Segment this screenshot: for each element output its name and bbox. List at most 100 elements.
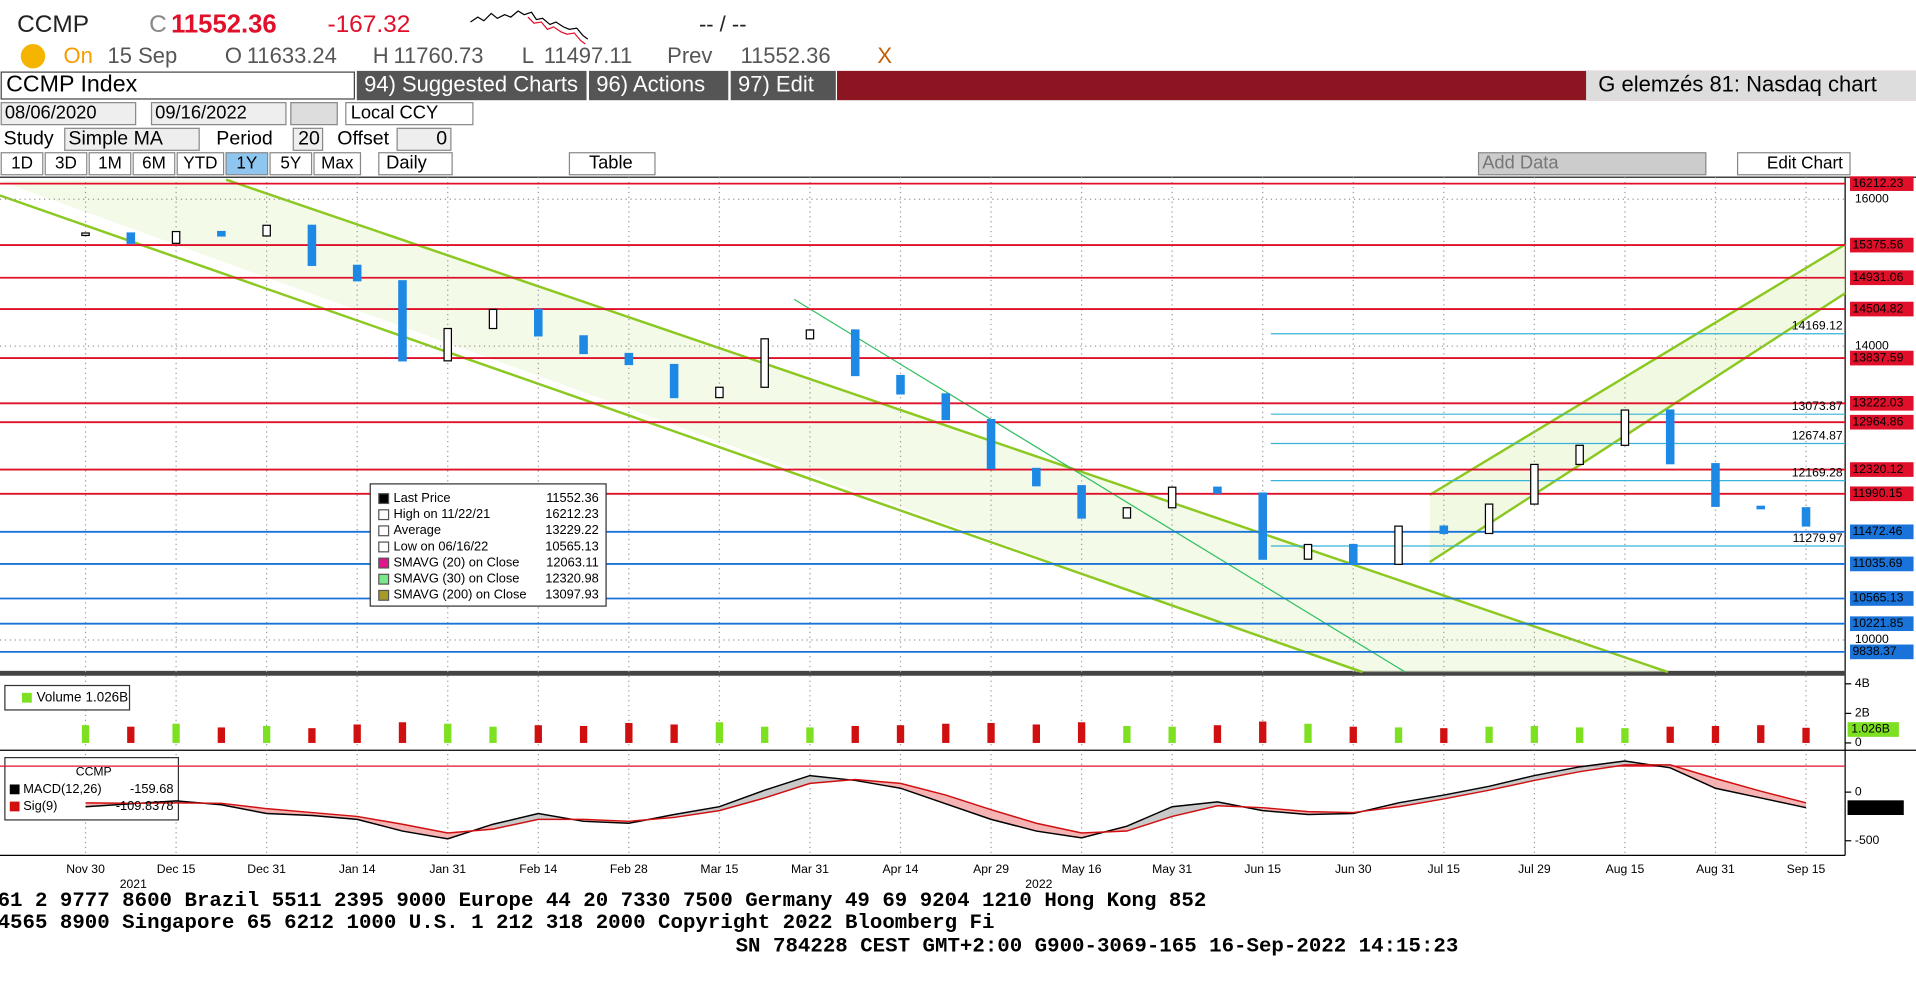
candle: [986, 418, 996, 470]
trendline: [0, 194, 1363, 674]
candle: [1394, 525, 1403, 565]
low-label: L: [522, 43, 534, 68]
range-label: 1D: [11, 153, 33, 172]
volume-bar: [579, 725, 588, 743]
edit-chart[interactable]: [1736, 152, 1851, 176]
legend-swatch: [378, 541, 390, 553]
last-label: 1.026B: [1851, 722, 1890, 736]
currency[interactable]: [345, 102, 474, 126]
nav-buttons[interactable]: [290, 102, 338, 126]
trendline: [1429, 292, 1846, 564]
table-button[interactable]: [568, 152, 656, 176]
level-label: 12320.12: [1852, 462, 1903, 476]
menu-label: 96) Actions: [596, 71, 705, 96]
menu[interactable]: [730, 70, 836, 101]
volume-bar: [217, 727, 226, 743]
currency-text: Local CCY: [351, 101, 439, 122]
legend-name: Sig(9): [23, 798, 57, 813]
end-date[interactable]: [150, 102, 287, 126]
legend-value: 16212.23: [545, 506, 599, 521]
level-tag: [1850, 237, 1914, 253]
x-tick-label: Jun 30: [1335, 862, 1372, 876]
macd-fill: [402, 824, 448, 839]
y-tick-label: 0: [1855, 735, 1862, 749]
range-button[interactable]: [176, 152, 225, 176]
macd-fill: [1398, 795, 1444, 807]
volume-bar: [942, 723, 950, 743]
table-text: Table: [589, 152, 633, 173]
level-label: 16212.23: [1852, 176, 1903, 190]
legend-swatch: [378, 525, 390, 537]
sparkline: [470, 10, 589, 40]
open: 11633.24: [247, 43, 337, 68]
y-tick-label: 10000: [1855, 632, 1889, 646]
legend-name: Low on 06/16/22: [393, 538, 488, 553]
study-label: Study: [4, 127, 54, 149]
period-text: 20: [298, 127, 320, 149]
sparkline-down: [527, 16, 586, 45]
start-date-text: 08/06/2020: [5, 101, 97, 122]
range-button[interactable]: [313, 152, 362, 176]
candle: [171, 230, 181, 244]
icon: [20, 43, 46, 69]
prev-label: Prev: [667, 43, 712, 68]
level-label: 11472.46: [1852, 524, 1902, 538]
candle: [760, 338, 769, 388]
volume-bar: [1621, 728, 1629, 743]
study[interactable]: [64, 127, 200, 151]
level-tag: [1850, 556, 1914, 572]
legend-swatch: [378, 573, 390, 585]
candle: [81, 232, 90, 237]
level-tag: [1850, 644, 1914, 660]
period[interactable]: [292, 127, 324, 151]
range-button[interactable]: [225, 152, 269, 176]
x-tick-label: Mar 15: [700, 862, 738, 876]
quote: -- / --: [699, 11, 747, 36]
volume-bar: [444, 723, 452, 743]
range-label: 1Y: [236, 153, 258, 172]
open-label: O: [225, 43, 242, 68]
range-button[interactable]: [44, 152, 88, 176]
volume-bar: [715, 722, 724, 743]
offset[interactable]: [396, 127, 452, 151]
x-axis-labels: Nov 30 Dec 15 Dec 31 Jan 14 Jan 31 Feb 14 Feb …: [66, 862, 1825, 891]
frequency-text: Daily: [386, 152, 428, 173]
level-tag: [1850, 350, 1914, 366]
frequency[interactable]: [378, 152, 453, 176]
menu[interactable]: [588, 70, 729, 101]
legend-swatch: [378, 493, 390, 505]
legend-value: -159.68: [130, 781, 174, 796]
level-label: 15375.56: [1852, 237, 1903, 251]
on: On: [64, 43, 93, 68]
macd-line: [85, 764, 1807, 834]
candle: [715, 386, 724, 399]
level-label: 11990.15: [1852, 486, 1902, 500]
range-label: Max: [321, 153, 354, 172]
volume-bar: [353, 724, 361, 743]
volume-bar: [262, 725, 271, 743]
volume-bar: [1032, 724, 1040, 743]
offset-text: 0: [436, 127, 447, 149]
x-tick-label: Sep 15: [1787, 862, 1826, 876]
range-button[interactable]: [269, 152, 313, 176]
range-button[interactable]: [132, 152, 176, 176]
macd-fill: [1579, 761, 1625, 772]
close-x[interactable]: X: [877, 43, 892, 68]
x-tick-label: Dec 31: [247, 862, 286, 876]
low: 11497.11: [544, 43, 632, 68]
level-tag: [1850, 176, 1914, 191]
legend-swatch: [21, 692, 32, 703]
security-box[interactable]: [0, 71, 355, 100]
range-button[interactable]: [88, 152, 132, 176]
start-date[interactable]: [0, 102, 137, 126]
x-tick-label: Aug 31: [1696, 862, 1735, 876]
range-button[interactable]: [0, 152, 44, 176]
level-tag: [1850, 524, 1914, 540]
volume-bar: [1213, 725, 1222, 743]
y-tick-label: 2B: [1855, 706, 1870, 720]
volume-bar: [1304, 723, 1312, 743]
menu[interactable]: [356, 70, 587, 101]
candle: [1122, 507, 1132, 519]
add-data[interactable]: [1477, 152, 1707, 176]
range-label: YTD: [183, 153, 217, 172]
